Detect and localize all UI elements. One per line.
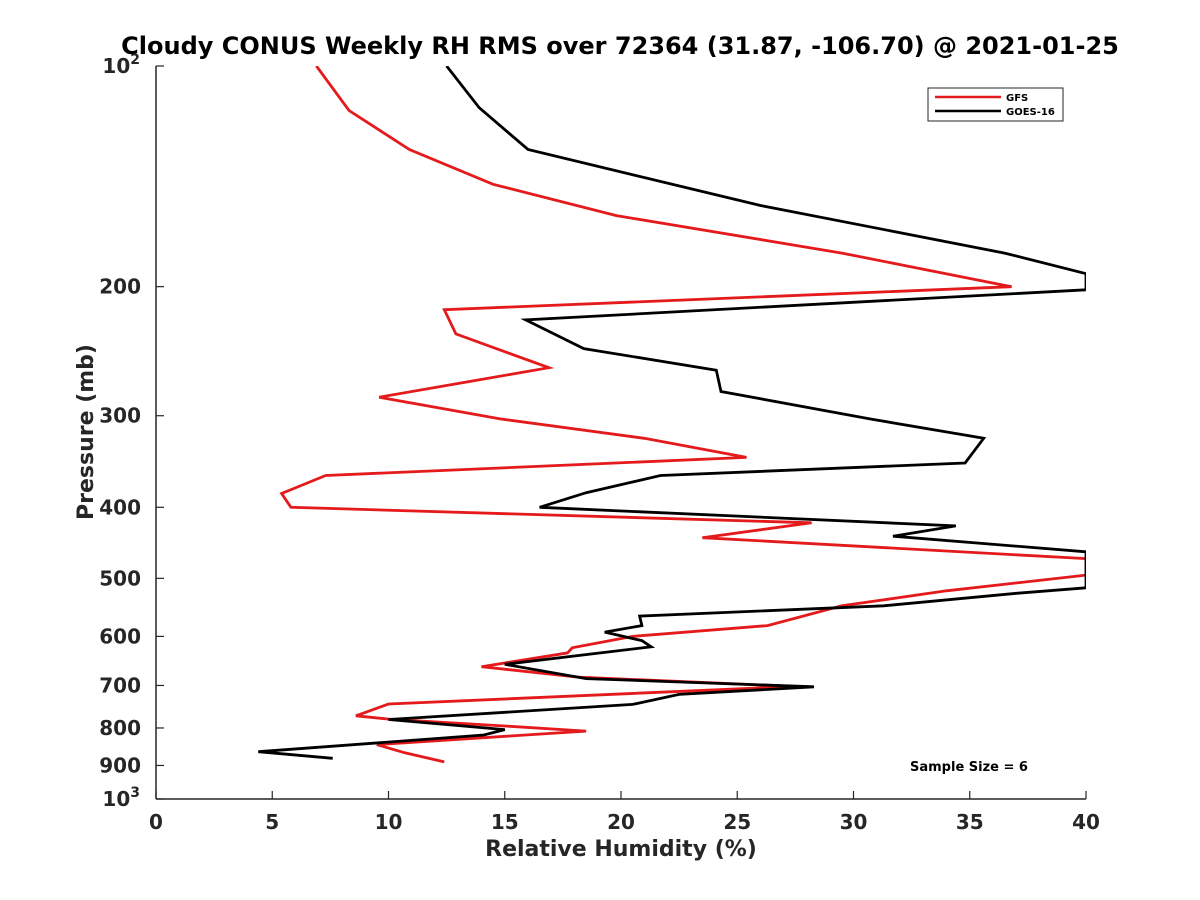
y-tick-label: 700	[99, 673, 141, 697]
y-tick-base: 10	[102, 787, 130, 811]
y-tick-label: 800	[99, 716, 141, 740]
x-tick-label: 0	[149, 810, 163, 834]
plot-area	[156, 66, 1086, 799]
legend-box	[927, 87, 1064, 122]
series-line-goes16	[258, 66, 1086, 760]
x-tick-label: 15	[491, 810, 519, 834]
y-tick-label: 900	[99, 753, 141, 777]
y-tick-exponent: 3	[130, 785, 140, 801]
y-tick-label: 300	[99, 404, 141, 428]
legend-label-gfs: GFS	[1006, 93, 1028, 104]
x-axis-ticks: 0 5 10 15 20 25 30 35 40	[149, 791, 1100, 834]
y-tick-label: 102	[102, 52, 140, 78]
legend-label-goes16: GOES-16	[1006, 107, 1055, 118]
chart-title: Cloudy CONUS Weekly RH RMS over 72364 (3…	[121, 32, 1119, 60]
y-tick-label: 600	[99, 624, 141, 648]
y-tick-label: 500	[99, 566, 141, 590]
series-line-gfs	[279, 66, 1086, 764]
series-group	[258, 66, 1086, 764]
legend: GFS GOES-16	[927, 87, 1064, 122]
sample-size-annotation: Sample Size = 6	[910, 760, 1028, 775]
y-tick-base: 10	[102, 54, 130, 78]
series-layer	[258, 66, 1086, 764]
y-tick-label: 200	[99, 275, 141, 299]
x-tick-label: 20	[607, 810, 635, 834]
x-tick-label: 10	[375, 810, 403, 834]
x-tick-label: 25	[723, 810, 751, 834]
y-tick-label: 103	[102, 785, 140, 811]
x-tick-label: 30	[840, 810, 868, 834]
y-axis-label: Pressure (mb)	[74, 344, 99, 520]
x-tick-label: 35	[956, 810, 984, 834]
x-tick-label: 5	[265, 810, 279, 834]
x-tick-label: 40	[1072, 810, 1100, 834]
x-axis-label: Relative Humidity (%)	[485, 837, 757, 862]
y-tick-exponent: 2	[130, 52, 140, 68]
y-tick-label: 400	[99, 495, 141, 519]
